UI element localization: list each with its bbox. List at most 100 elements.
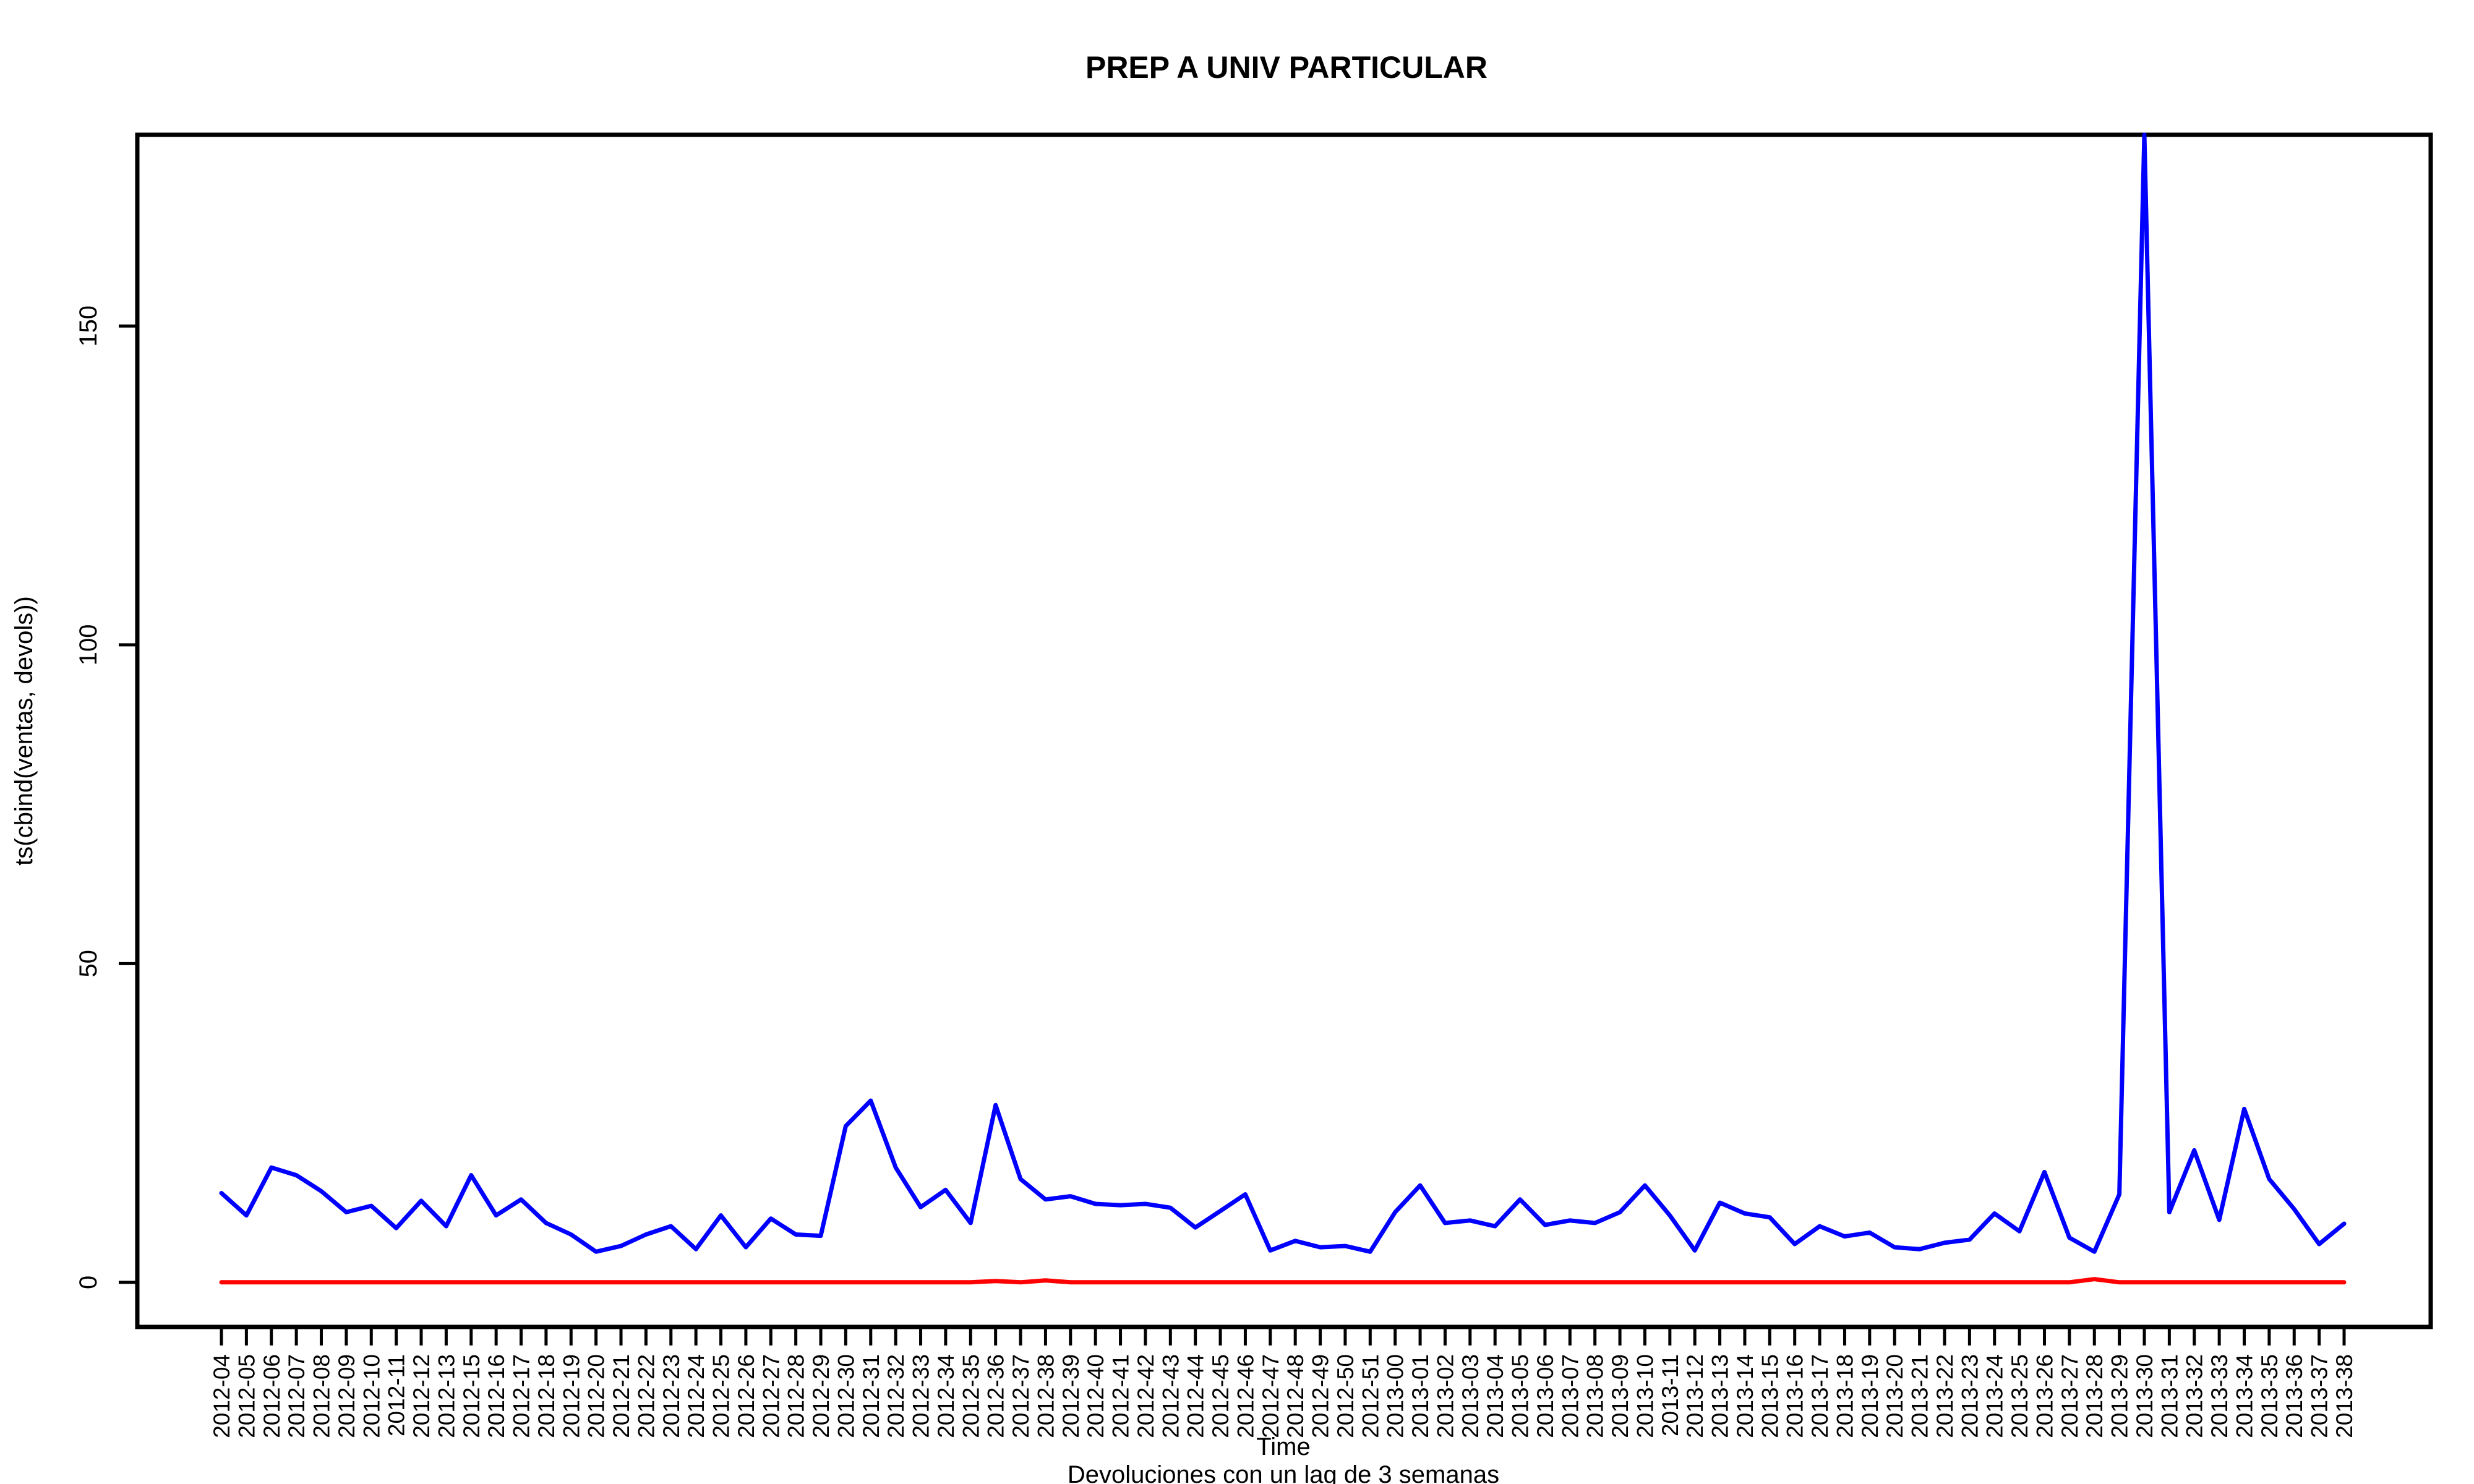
x-tick-label: 2012-38	[1033, 1354, 1058, 1438]
x-tick-label: 2012-23	[659, 1354, 684, 1438]
x-tick-label: 2012-45	[1208, 1354, 1233, 1438]
x-tick-label: 2012-04	[209, 1354, 234, 1438]
x-tick-label: 2012-35	[958, 1354, 983, 1438]
x-tick-label: 2012-16	[484, 1354, 509, 1438]
x-tick-label: 2013-25	[2007, 1354, 2032, 1438]
x-tick-label: 2013-29	[2107, 1354, 2133, 1438]
x-tick-label: 2012-26	[734, 1354, 759, 1438]
x-tick-label: 2013-27	[2057, 1354, 2082, 1438]
y-tick-label: 100	[75, 624, 102, 665]
x-tick-label: 2013-04	[1483, 1354, 1508, 1438]
x-tick-label: 2013-33	[2207, 1354, 2232, 1438]
y-tick-label: 50	[75, 950, 102, 978]
x-tick-label: 2012-15	[459, 1354, 484, 1438]
x-tick-label: 2012-20	[584, 1354, 609, 1438]
x-tick-label: 2013-05	[1508, 1354, 1533, 1438]
x-tick-label: 2013-10	[1632, 1354, 1658, 1438]
x-tick-label: 2013-18	[1832, 1354, 1857, 1438]
x-tick-label: 2012-21	[609, 1354, 634, 1438]
x-tick-label: 2012-43	[1158, 1354, 1183, 1438]
x-tick-label: 2012-31	[858, 1354, 884, 1438]
x-tick-label: 2012-34	[933, 1354, 959, 1438]
x-tick-label: 2013-31	[2157, 1354, 2182, 1438]
x-tick-label: 2013-23	[1957, 1354, 1982, 1438]
x-tick-label: 2012-12	[409, 1354, 434, 1438]
x-tick-label: 2012-40	[1083, 1354, 1108, 1438]
x-tick-label: 2013-09	[1607, 1354, 1633, 1438]
x-tick-label: 2012-13	[434, 1354, 459, 1438]
x-tick-label: 2012-29	[808, 1354, 834, 1438]
x-tick-label: 2013-13	[1708, 1354, 1733, 1438]
x-axis: 2012-04 2012-05 2012-06 2012-07 2012-08 2012-…	[209, 1327, 2357, 1438]
x-tick-label: 2012-46	[1233, 1354, 1258, 1438]
x-axis-label: Time	[1256, 1433, 1310, 1461]
x-tick-label: 2012-25	[709, 1354, 734, 1438]
x-tick-label: 2012-33	[909, 1354, 934, 1438]
x-tick-label: 2012-32	[883, 1354, 909, 1438]
x-tick-label: 2013-28	[2082, 1354, 2107, 1438]
series-line-blue	[219, 132, 2347, 1254]
plot-frame	[135, 132, 2433, 1329]
series-layer	[219, 132, 2347, 1285]
x-tick-label: 2013-32	[2182, 1354, 2207, 1438]
x-tick-label: 2012-27	[758, 1354, 784, 1438]
x-tick-label: 2012-50	[1333, 1354, 1358, 1438]
x-tick-label: 2013-08	[1583, 1354, 1608, 1438]
x-tick-label: 2012-17	[509, 1354, 534, 1438]
x-tick-label: 2012-42	[1133, 1354, 1158, 1438]
chart-title: PREP A UNIV PARTICULAR	[1085, 50, 1487, 85]
x-tick-label: 2013-00	[1383, 1354, 1408, 1438]
x-tick-label: 2013-03	[1458, 1354, 1483, 1438]
x-tick-label: 2013-21	[1907, 1354, 1933, 1438]
x-tick-label: 2012-07	[284, 1354, 309, 1438]
x-tick-label: 2012-22	[633, 1354, 659, 1438]
x-tick-label: 2013-14	[1732, 1354, 1758, 1438]
y-tick-label: 0	[75, 1276, 102, 1289]
x-tick-label: 2012-37	[1008, 1354, 1034, 1438]
x-tick-label: 2012-51	[1358, 1354, 1383, 1438]
x-tick-label: 2013-36	[2282, 1354, 2307, 1438]
x-tick-label: 2012-41	[1108, 1354, 1134, 1438]
y-tick-label: 150	[75, 305, 102, 347]
x-tick-label: 2012-10	[359, 1354, 384, 1438]
x-tick-label: 2012-24	[683, 1354, 709, 1438]
x-tick-label: 2013-01	[1408, 1354, 1433, 1438]
x-tick-label: 2013-30	[2132, 1354, 2157, 1438]
x-tick-label: 2012-30	[833, 1354, 858, 1438]
x-tick-label: 2012-49	[1308, 1354, 1333, 1438]
x-tick-label: 2012-09	[334, 1354, 359, 1438]
x-tick-label: 2012-19	[559, 1354, 584, 1438]
x-tick-label: 2013-12	[1682, 1354, 1708, 1438]
x-tick-label: 2013-19	[1857, 1354, 1883, 1438]
x-tick-label: 2013-20	[1882, 1354, 1907, 1438]
x-tick-label: 2012-11	[384, 1354, 409, 1436]
x-tick-label: 2012-39	[1058, 1354, 1084, 1438]
x-tick-label: 2013-34	[2232, 1354, 2257, 1438]
y-axis-label: ts(cbind(ventas, devols))	[11, 596, 38, 866]
x-tick-label: 2013-22	[1932, 1354, 1958, 1438]
x-tick-label: 2012-47	[1258, 1354, 1283, 1438]
x-tick-label: 2013-02	[1432, 1354, 1458, 1438]
x-tick-label: 2013-17	[1807, 1354, 1833, 1438]
x-tick-label: 2012-36	[983, 1354, 1009, 1438]
x-tick-label: 2012-08	[309, 1354, 335, 1438]
x-tick-label: 2013-35	[2257, 1354, 2282, 1438]
x-tick-label: 2012-05	[234, 1354, 259, 1438]
x-tick-label: 2012-28	[784, 1354, 809, 1438]
x-tick-label: 2013-26	[2032, 1354, 2057, 1438]
x-tick-label: 2013-15	[1757, 1354, 1783, 1438]
x-tick-label: 2013-38	[2332, 1354, 2357, 1438]
series-line-red	[219, 1277, 2347, 1285]
x-tick-label: 2012-06	[259, 1354, 285, 1438]
y-axis: 0 50 100 150	[75, 305, 137, 1289]
x-tick-label: 2013-07	[1557, 1354, 1583, 1438]
x-tick-label: 2013-06	[1533, 1354, 1558, 1438]
chart-subtitle: Devoluciones con un lag de 3 semanas	[1068, 1461, 1499, 1484]
x-tick-label: 2013-16	[1783, 1354, 1808, 1438]
x-tick-label: 2013-37	[2307, 1354, 2332, 1438]
x-tick-label: 2012-48	[1283, 1354, 1308, 1438]
x-tick-label: 2013-24	[1982, 1354, 2008, 1438]
x-tick-label: 2012-18	[534, 1354, 559, 1438]
x-tick-label: 2012-44	[1183, 1354, 1209, 1438]
